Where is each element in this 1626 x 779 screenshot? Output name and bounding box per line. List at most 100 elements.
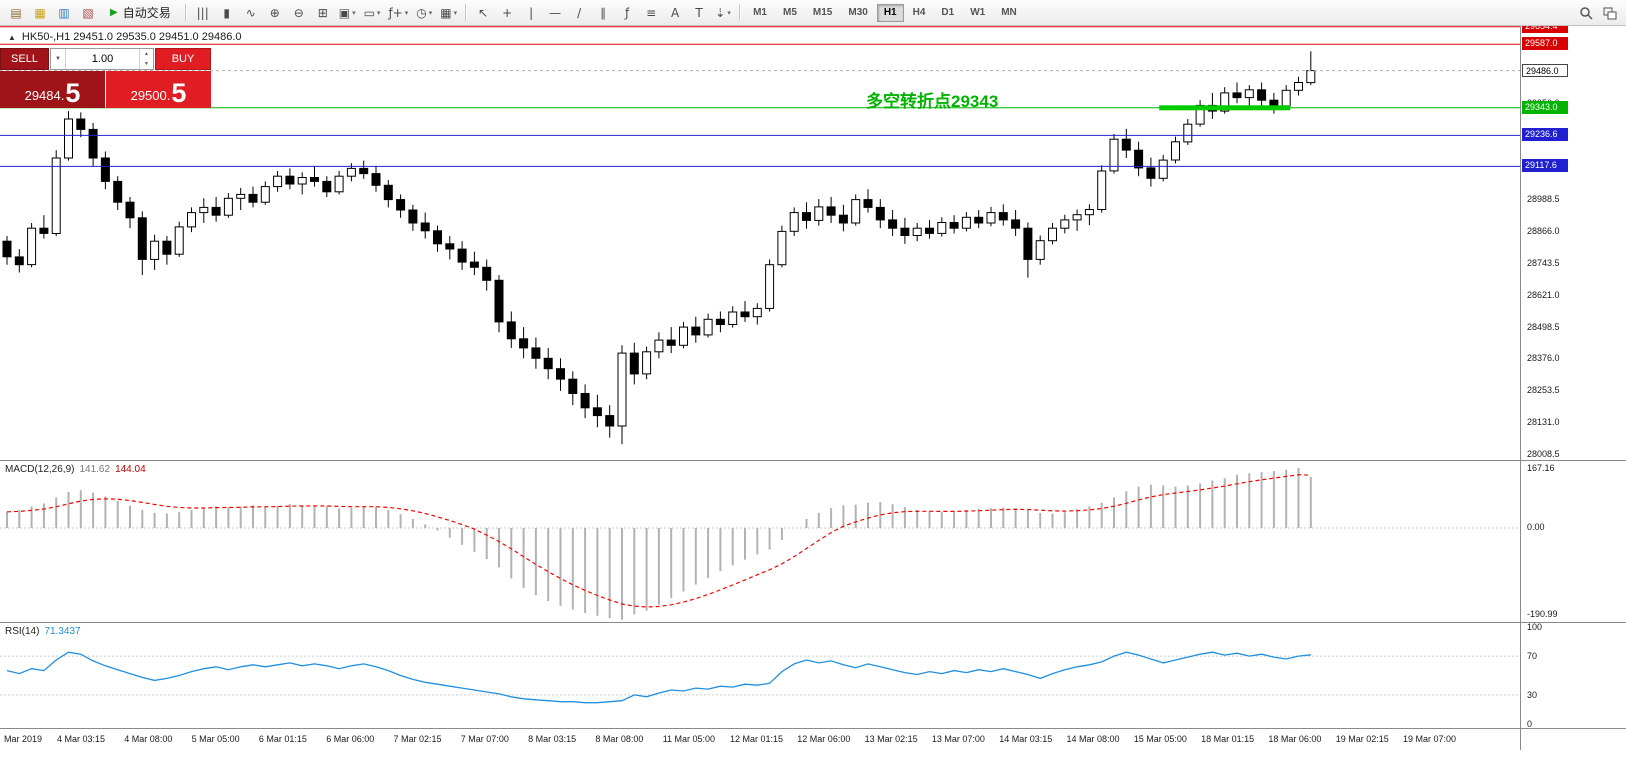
new-chart-button[interactable]: ▣ ▾ <box>336 3 359 23</box>
volume-increase-button[interactable]: ▲ <box>144 51 149 57</box>
time-axis-label: 14 Mar 03:15 <box>999 734 1053 744</box>
indicators-button[interactable]: ƒ+ ▾ <box>385 3 411 23</box>
price-axis-label: 28988.5 <box>1527 194 1560 204</box>
price-chart[interactable]: 多空转折点29343 <box>0 26 1520 460</box>
time-axis-label: 11 Mar 05:00 <box>662 734 716 744</box>
price-tag: 29236.6 <box>1522 128 1568 141</box>
chevron-down-icon: ▼ <box>55 56 61 62</box>
timeframe-h1-button[interactable]: H1 <box>876 3 904 22</box>
trendline-button[interactable]: / <box>568 3 590 23</box>
toolbar-separator <box>739 4 742 21</box>
chart-line-button[interactable]: ∿ <box>240 3 262 23</box>
fibonacci-button[interactable]: ƒ <box>616 3 638 23</box>
timeframe-d1-button[interactable]: D1 <box>934 4 961 22</box>
crosshair-button[interactable]: + <box>496 3 518 23</box>
trade-panel-collapse-icon[interactable]: ▲ <box>8 32 16 42</box>
charts-button[interactable]: ▦ <box>29 3 51 23</box>
time-axis-label: 13 Mar 02:15 <box>864 734 918 744</box>
volume-widget: ▼ ▲ ▼ <box>50 48 154 70</box>
cursor-button[interactable]: ↖ <box>472 3 494 23</box>
time-axis-label: 18 Mar 06:00 <box>1268 734 1322 744</box>
price-axis[interactable]: 29356.028988.528866.028743.528621.028498… <box>1520 26 1626 750</box>
time-axis[interactable]: Mar 2019 4 Mar 03:15 4 Mar 08:00 5 Mar 05:0… <box>0 728 1520 750</box>
channel-icon: ∥ <box>600 5 607 20</box>
volume-dropdown-button[interactable]: ▼ <box>51 49 66 69</box>
profiles-button[interactable]: ▭ ▾ <box>361 3 384 23</box>
time-axis-label: 8 Mar 08:00 <box>595 734 644 744</box>
chart-candles-icon: ▮ <box>223 5 231 20</box>
navigator-button[interactable]: ▧ <box>77 3 99 23</box>
autotrading-play-icon: ▶ <box>110 7 118 18</box>
vertical-line-button[interactable]: | <box>520 3 542 23</box>
time-axis-label: 19 Mar 07:00 <box>1403 734 1457 744</box>
window-list-button[interactable] <box>1599 3 1621 23</box>
timeframe-h4-button[interactable]: H4 <box>906 4 933 22</box>
time-axis-label: 12 Mar 06:00 <box>797 734 851 744</box>
channel-button[interactable]: ∥ <box>592 3 614 23</box>
text-button[interactable]: A <box>664 3 686 23</box>
profiles-icon: ▭ <box>363 5 375 20</box>
price-tag: 29117.6 <box>1522 159 1568 172</box>
new-order-button[interactable]: ▤ <box>5 3 27 23</box>
price-axis-label: 28866.0 <box>1527 226 1560 236</box>
templates-icon: ▦ <box>440 5 452 20</box>
indicators-icon: ƒ+ <box>388 5 403 20</box>
price-tag: 29654.4 <box>1522 26 1568 33</box>
shapes-button[interactable]: ≡ <box>640 3 662 23</box>
timeframe-m30-button[interactable]: M30 <box>841 4 874 22</box>
green-segment-object[interactable] <box>1159 105 1291 111</box>
time-axis-label: 4 Mar 08:00 <box>124 734 173 744</box>
autotrading-button[interactable]: ▶ 自动交易 <box>102 3 179 23</box>
macd-chart[interactable] <box>0 461 1520 621</box>
sell-button[interactable]: SELL <box>0 48 49 70</box>
macd-histogram <box>6 467 1312 620</box>
toolbar: ▤ ▦ ▥ ▧ ▶ 自动交易 ||| ▮ ∿ ⊕ ⊖ ⊞ ▣ ▾ ▭ ▾ ƒ+ ▾ ◷ ▾ ▦ ▾ ↖ + | — / ∥ ƒ ≡… <box>0 0 1626 26</box>
timeframe-m5-button[interactable]: M5 <box>776 4 804 22</box>
price-axis-label: 28498.5 <box>1527 322 1560 332</box>
buy-price[interactable]: 29500. 5 <box>106 71 211 108</box>
annotation-text[interactable]: 多空转折点29343 <box>866 91 998 111</box>
timeframe-m15-button[interactable]: M15 <box>806 4 839 22</box>
market-watch-button[interactable]: ▥ <box>53 3 75 23</box>
one-click-trading-panel: SELL ▼ ▲ ▼ BUY 29484. 5 29500. 5 <box>0 48 211 108</box>
chart-bars-button[interactable]: ||| <box>192 3 214 23</box>
volume-decrease-button[interactable]: ▼ <box>144 61 149 67</box>
toolbar-separator <box>465 4 468 21</box>
chart-bars-icon: ||| <box>196 5 209 20</box>
chart-window[interactable]: ▲ HK50-,H1 29451.0 29535.0 29451.0 29486… <box>0 26 1626 779</box>
tile-windows-button[interactable]: ⊞ <box>312 3 334 23</box>
fibonacci-icon: ƒ <box>624 5 630 20</box>
buy-button[interactable]: BUY <box>155 48 211 70</box>
price-axis-label: 28621.0 <box>1527 290 1560 300</box>
toolbar-group-right <box>1574 3 1622 23</box>
price-axis-label: 28131.0 <box>1527 417 1560 427</box>
time-axis-label: 12 Mar 01:15 <box>730 734 784 744</box>
text-label-button[interactable]: T <box>688 3 710 23</box>
toolbar-group-main: ▤ ▦ ▥ ▧ <box>4 3 100 23</box>
search-button[interactable] <box>1575 3 1597 23</box>
horizontal-line-icon: — <box>549 5 562 20</box>
zoom-out-button[interactable]: ⊖ <box>288 3 310 23</box>
zoom-in-button[interactable]: ⊕ <box>264 3 286 23</box>
pane-separator[interactable] <box>0 622 1626 623</box>
rsi-axis-label: 30 <box>1527 690 1538 700</box>
market-watch-icon: ▥ <box>58 5 70 20</box>
templates-button[interactable]: ▦ ▾ <box>437 3 460 23</box>
arrows-button[interactable]: ⇣ ▾ <box>712 3 734 23</box>
periods-button[interactable]: ◷ ▾ <box>413 3 435 23</box>
pane-separator[interactable] <box>0 728 1626 729</box>
vertical-line-icon: | <box>529 5 534 20</box>
sell-price[interactable]: 29484. 5 <box>0 71 105 108</box>
volume-input[interactable] <box>66 49 139 69</box>
timeframe-w1-button[interactable]: W1 <box>963 4 992 22</box>
horizontal-line-button[interactable]: — <box>544 3 566 23</box>
chart-title: HK50-,H1 29451.0 29535.0 29451.0 29486.0 <box>21 31 242 43</box>
chart-candles-button[interactable]: ▮ <box>216 3 238 23</box>
rsi-value: 71.3437 <box>44 626 81 637</box>
timeframe-mn-button[interactable]: MN <box>994 4 1024 22</box>
time-axis-label: 18 Mar 01:15 <box>1201 734 1255 744</box>
rsi-chart[interactable] <box>0 623 1520 727</box>
pane-separator[interactable] <box>0 460 1626 461</box>
zoom-in-icon: ⊕ <box>269 5 280 20</box>
timeframe-m1-button[interactable]: M1 <box>746 4 774 22</box>
